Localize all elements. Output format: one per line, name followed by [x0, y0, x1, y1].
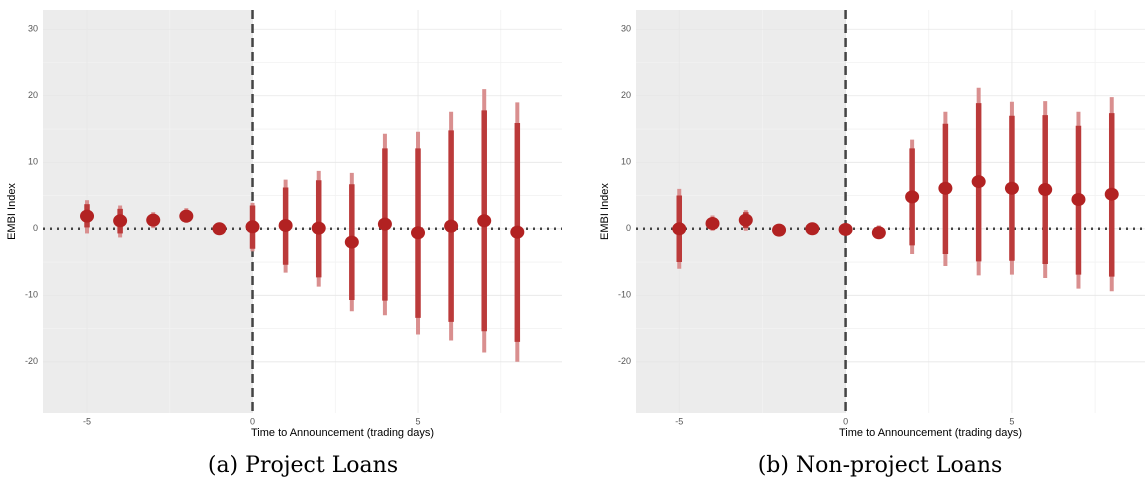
pre-period-shade [636, 10, 846, 413]
y-tick-label: 0 [626, 223, 631, 233]
x-tick-label: 0 [843, 416, 848, 426]
y-tick-label: -10 [25, 290, 38, 300]
y-tick-label: -10 [618, 290, 631, 300]
point-estimate [1104, 187, 1119, 201]
x-axis-label: Time to Announcement (trading days) [839, 427, 1022, 439]
caption: (a) Project Loans [208, 453, 398, 478]
point-estimate [1038, 183, 1053, 197]
point-estimate [1071, 193, 1086, 207]
point-estimate [871, 226, 886, 240]
y-axis-label: EMBI Index [6, 183, 18, 240]
y-tick-label: 20 [28, 90, 38, 100]
y-tick-label: 0 [33, 223, 38, 233]
point-estimate [344, 235, 359, 249]
point-estimate [772, 223, 787, 237]
x-tick-label: -5 [83, 416, 91, 426]
point-estimate [311, 221, 326, 235]
point-estimate [1004, 181, 1019, 195]
point-estimate [113, 214, 128, 228]
point-estimate [738, 213, 753, 227]
point-estimate [838, 222, 853, 236]
y-tick-label: -20 [25, 356, 38, 366]
y-tick-label: -20 [618, 356, 631, 366]
x-tick-label: 5 [416, 416, 421, 426]
x-tick-label: 5 [1009, 416, 1014, 426]
point-estimate [146, 213, 161, 227]
y-tick-label: 20 [621, 90, 631, 100]
pre-period-shade [43, 10, 253, 413]
point-estimate [245, 220, 260, 234]
point-estimate [672, 222, 687, 236]
point-estimate [80, 209, 95, 223]
point-estimate [805, 222, 820, 236]
x-axis-label: Time to Announcement (trading days) [251, 427, 434, 439]
point-estimate [377, 217, 392, 231]
point-estimate [179, 209, 194, 223]
point-estimate [971, 175, 986, 189]
point-estimate [212, 222, 227, 236]
y-axis-label: EMBI Index [599, 183, 611, 240]
y-tick-label: 10 [621, 157, 631, 167]
y-tick-label: 10 [28, 157, 38, 167]
x-tick-label: -5 [675, 416, 683, 426]
point-estimate [444, 219, 459, 233]
caption: (b) Non-project Loans [758, 453, 1003, 478]
point-estimate [905, 190, 920, 204]
y-tick-label: 30 [28, 24, 38, 34]
point-estimate [278, 218, 293, 232]
point-estimate [938, 181, 953, 195]
point-estimate [510, 225, 525, 239]
point-estimate [705, 216, 720, 230]
point-estimate [411, 226, 426, 240]
x-tick-label: 0 [250, 416, 255, 426]
point-estimate [477, 214, 492, 228]
y-tick-label: 30 [621, 24, 631, 34]
